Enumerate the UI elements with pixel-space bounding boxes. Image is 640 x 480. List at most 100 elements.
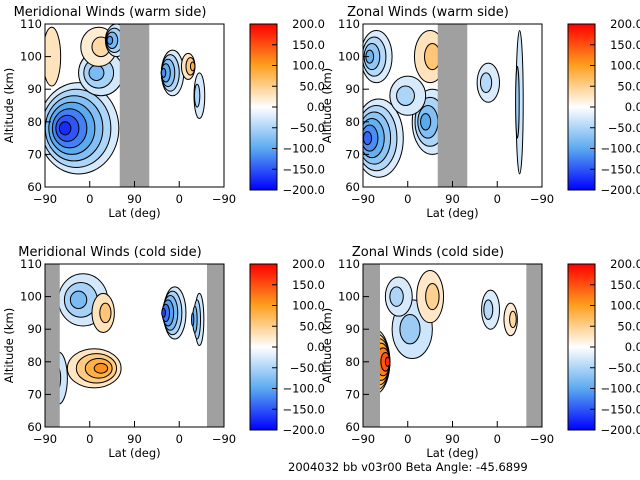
contour-level xyxy=(161,308,166,318)
y-axis-label: Altitude (km) xyxy=(320,308,334,383)
x-tick-label: −90 xyxy=(33,192,57,206)
colorbar-tick-label: 150.0 xyxy=(292,278,325,292)
x-axis-label: Lat (deg) xyxy=(426,446,478,460)
contour-level xyxy=(69,290,88,310)
y-tick-label: 110 xyxy=(20,17,42,31)
y-tick-label: 60 xyxy=(27,180,42,194)
x-tick-label: 0 xyxy=(404,432,411,446)
x-tick-label: −90 xyxy=(351,432,375,446)
contour-level xyxy=(396,85,415,107)
colorbar-tick-label: −100.0 xyxy=(282,382,325,396)
colorbar-tick-label: −100.0 xyxy=(600,142,640,156)
y-tick-label: 80 xyxy=(27,115,42,129)
colorbar-tick-label: −150.0 xyxy=(282,402,325,416)
x-tick-label: 0 xyxy=(176,432,183,446)
contour-level xyxy=(399,314,421,345)
colorbar-tick-label: 200.0 xyxy=(610,17,640,31)
contour-level xyxy=(483,299,494,320)
colorbar-tick-label: 100.0 xyxy=(292,299,325,313)
y-axis-label: Altitude (km) xyxy=(2,68,16,143)
y-tick-label: 80 xyxy=(27,355,42,369)
colorbar-tick-label: −100.0 xyxy=(282,142,325,156)
y-tick-label: 70 xyxy=(27,387,42,401)
y-tick-label: 70 xyxy=(27,147,42,161)
y-tick-label: 70 xyxy=(345,387,360,401)
x-tick-label: 90 xyxy=(127,432,142,446)
y-tick-label: 60 xyxy=(27,420,42,434)
y-tick-label: 90 xyxy=(27,322,42,336)
y-axis-label: Altitude (km) xyxy=(2,308,16,383)
colorbar-tick-label: 50.0 xyxy=(299,319,325,333)
y-tick-label: 90 xyxy=(27,82,42,96)
colorbar-tick-label: 0.0 xyxy=(307,340,325,354)
colorbar-tick-label: 200.0 xyxy=(610,257,640,271)
contour-level xyxy=(160,67,167,78)
no-data-band xyxy=(526,264,542,427)
no-data-band xyxy=(363,264,381,427)
y-tick-label: 100 xyxy=(338,50,360,64)
x-tick-label: −90 xyxy=(351,192,375,206)
contour-level xyxy=(420,113,432,131)
x-tick-label: 0 xyxy=(86,432,93,446)
y-tick-label: 110 xyxy=(338,257,360,271)
colorbar-tick-label: −200.0 xyxy=(282,423,325,437)
colorbar-tick-label: 50.0 xyxy=(617,79,640,93)
contour-level xyxy=(509,310,517,329)
colorbar-tick-label: 150.0 xyxy=(610,278,640,292)
no-data-band xyxy=(206,264,224,427)
contour-level xyxy=(191,312,195,327)
no-data-band xyxy=(45,264,60,427)
colorbar-tick-label: 0.0 xyxy=(625,100,640,114)
colorbar-tick-label: −50.0 xyxy=(608,121,640,135)
panel-title: Zonal Winds (cold side) xyxy=(352,245,504,260)
contour-level xyxy=(515,65,520,139)
x-tick-label: −90 xyxy=(530,192,554,206)
colorbar-tick-label: 50.0 xyxy=(617,319,640,333)
contour-level xyxy=(88,64,105,82)
x-axis-label: Lat (deg) xyxy=(108,446,160,460)
contour-level xyxy=(193,83,201,108)
x-tick-label: 0 xyxy=(404,192,411,206)
y-tick-label: 90 xyxy=(345,82,360,96)
x-tick-label: 90 xyxy=(445,192,460,206)
x-axis-label: Lat (deg) xyxy=(108,206,160,220)
contour-level xyxy=(363,131,373,146)
colorbar-tick-label: 200.0 xyxy=(292,257,325,271)
x-tick-label: −90 xyxy=(33,432,57,446)
contour-level xyxy=(58,121,72,136)
y-tick-label: 60 xyxy=(345,420,360,434)
contour-level xyxy=(45,26,62,87)
no-data-band xyxy=(437,24,468,187)
x-tick-label: −90 xyxy=(212,192,236,206)
contour-level xyxy=(384,356,391,367)
colorbar-tick-label: −150.0 xyxy=(282,162,325,176)
colorbar-tick-label: 100.0 xyxy=(292,59,325,73)
colorbar-tick-label: −200.0 xyxy=(600,183,640,197)
colorbar-tick-label: 50.0 xyxy=(299,79,325,93)
colorbar-tick-label: −150.0 xyxy=(600,162,640,176)
x-tick-label: 0 xyxy=(176,192,183,206)
no-data-band xyxy=(119,24,150,187)
colorbar-tick-label: −150.0 xyxy=(600,402,640,416)
colorbar-tick-label: −50.0 xyxy=(290,121,325,135)
contour-field xyxy=(48,273,205,405)
y-axis-label: Altitude (km) xyxy=(320,68,334,143)
x-tick-label: 0 xyxy=(494,192,501,206)
y-tick-label: 70 xyxy=(345,147,360,161)
contour-level xyxy=(189,61,196,72)
y-tick-label: 100 xyxy=(20,50,42,64)
contour-level xyxy=(93,362,109,374)
y-tick-label: 90 xyxy=(345,322,360,336)
y-tick-label: 100 xyxy=(20,290,42,304)
contour-level xyxy=(479,72,493,93)
colorbar-tick-label: 200.0 xyxy=(292,17,325,31)
colorbar-tick-label: 0.0 xyxy=(307,100,325,114)
panel-title: Zonal Winds (warm side) xyxy=(347,5,509,20)
x-tick-label: 0 xyxy=(86,192,93,206)
x-tick-label: −90 xyxy=(212,432,236,446)
